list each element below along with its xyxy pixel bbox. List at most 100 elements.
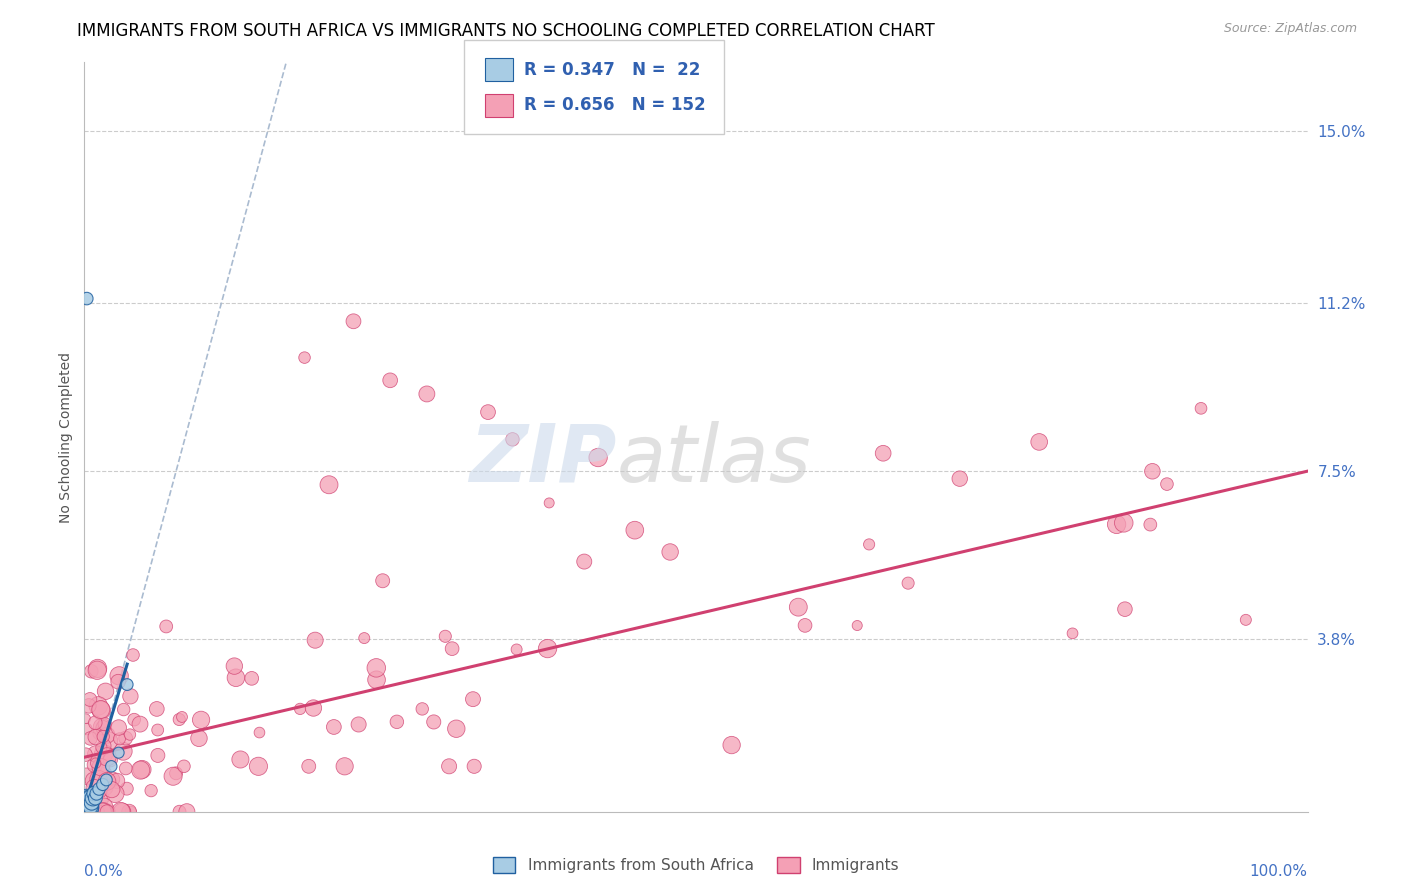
Point — [1114, 602, 1136, 616]
Point — [76, 791, 98, 805]
Point — [536, 641, 558, 656]
Point — [105, 773, 128, 788]
Point — [114, 731, 136, 746]
Point — [82, 791, 104, 805]
Point — [333, 759, 356, 773]
Point — [87, 698, 110, 713]
Point — [304, 633, 326, 648]
Point — [94, 684, 117, 698]
Point — [162, 769, 184, 783]
Point — [353, 631, 375, 645]
Point — [574, 555, 596, 569]
Point — [93, 800, 115, 814]
Point — [96, 750, 118, 764]
Point — [787, 600, 810, 615]
Point — [83, 780, 105, 795]
Point — [586, 450, 609, 465]
Point — [1112, 516, 1135, 530]
Point — [122, 648, 145, 662]
Point — [131, 763, 153, 777]
Point — [91, 777, 114, 791]
Point — [90, 740, 112, 755]
Point — [240, 671, 263, 685]
Point — [77, 796, 100, 810]
Point — [385, 714, 408, 729]
Text: R = 0.347   N =  22: R = 0.347 N = 22 — [524, 61, 700, 78]
Point — [108, 731, 131, 746]
Point — [83, 757, 105, 772]
Point — [93, 747, 115, 761]
Text: 100.0%: 100.0% — [1250, 864, 1308, 880]
Point — [100, 759, 122, 773]
Point — [77, 805, 100, 819]
Point — [318, 477, 340, 491]
Point — [129, 763, 152, 777]
Point — [302, 701, 325, 715]
Point — [86, 663, 108, 677]
Point — [107, 721, 129, 735]
Point — [80, 796, 103, 810]
Point — [104, 787, 127, 801]
Point — [93, 717, 115, 731]
Point — [90, 760, 112, 774]
Point — [91, 721, 114, 735]
Point — [380, 373, 402, 387]
Point — [294, 351, 316, 365]
Point — [146, 723, 169, 737]
Point — [463, 759, 485, 773]
Legend: Immigrants from South Africa, Immigrants: Immigrants from South Africa, Immigrants — [486, 851, 905, 879]
Point — [422, 714, 444, 729]
Point — [118, 805, 141, 819]
Point — [91, 730, 114, 744]
Point — [342, 314, 364, 328]
Point — [170, 710, 193, 724]
Point — [176, 805, 198, 819]
Point — [247, 759, 270, 773]
Point — [77, 805, 100, 819]
Point — [112, 702, 135, 716]
Point — [114, 761, 136, 775]
Point — [1189, 401, 1212, 416]
Point — [75, 800, 97, 814]
Point — [75, 722, 97, 736]
Point — [411, 702, 433, 716]
Point — [96, 774, 118, 789]
Point — [366, 661, 388, 675]
Point — [82, 805, 104, 819]
Point — [87, 772, 110, 786]
Point — [84, 756, 107, 771]
Point — [122, 713, 145, 727]
Point — [720, 738, 742, 752]
Point — [83, 773, 105, 788]
Point — [366, 673, 388, 687]
Point — [446, 722, 468, 736]
Point — [90, 702, 112, 716]
Point — [108, 669, 131, 683]
Point — [229, 752, 252, 766]
Point — [77, 800, 100, 814]
Point — [91, 790, 114, 805]
Point — [949, 472, 972, 486]
Point — [75, 796, 97, 810]
Point — [93, 739, 115, 753]
Point — [624, 523, 647, 537]
Point — [77, 791, 100, 805]
Point — [84, 791, 107, 805]
Point — [77, 796, 100, 810]
Point — [101, 782, 124, 797]
Point — [538, 496, 561, 510]
Point — [91, 720, 114, 734]
Point — [190, 713, 212, 727]
Point — [94, 780, 117, 794]
Point — [75, 712, 97, 726]
Point — [1142, 464, 1164, 478]
Y-axis label: No Schooling Completed: No Schooling Completed — [59, 351, 73, 523]
Point — [86, 661, 108, 675]
Point — [112, 744, 135, 758]
Point — [87, 803, 110, 817]
Point — [110, 805, 132, 819]
Point — [87, 726, 110, 740]
Point — [86, 805, 108, 819]
Point — [225, 671, 247, 685]
Point — [298, 759, 321, 773]
